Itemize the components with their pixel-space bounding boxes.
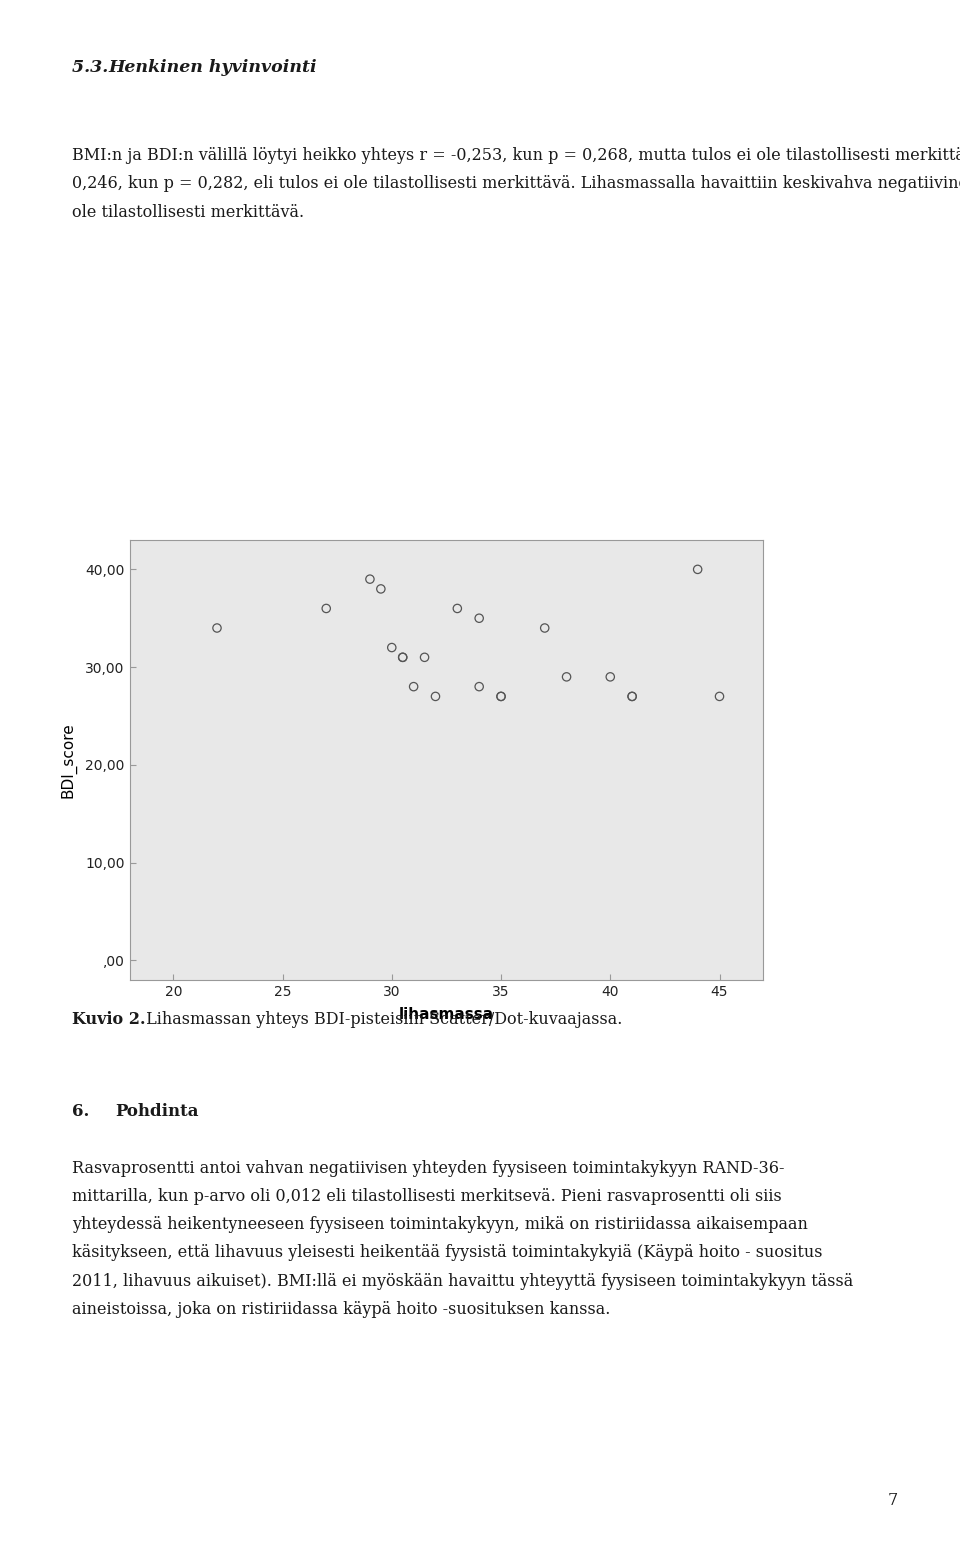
Text: Henkinen hyvinvointi: Henkinen hyvinvointi (108, 59, 317, 76)
Text: Kuvio 2.: Kuvio 2. (72, 1011, 146, 1028)
Point (395, 645, 410, 670)
Point (373, 577, 389, 602)
Point (690, 557, 706, 582)
Text: 6.: 6. (72, 1103, 89, 1120)
Point (471, 606, 487, 631)
Text: BMI:n ja BDI:n välillä löytyi heikko yhteys r = -0,253, kun p = 0,268, mutta tul: BMI:n ja BDI:n välillä löytyi heikko yht… (72, 147, 960, 221)
Point (493, 684, 509, 708)
Point (395, 645, 410, 670)
Text: Rasvaprosentti antoi vahvan negatiivisen yhteyden fyysiseen toimintakykyyn RAND-: Rasvaprosentti antoi vahvan negatiivisen… (72, 1160, 853, 1318)
Text: Pohdinta: Pohdinta (115, 1103, 199, 1120)
Point (428, 684, 444, 708)
Point (559, 665, 574, 690)
Point (362, 566, 377, 591)
X-axis label: lihasmassa: lihasmassa (398, 1008, 494, 1021)
Point (537, 616, 552, 640)
Point (209, 616, 225, 640)
Point (319, 596, 334, 620)
Point (711, 684, 727, 708)
Point (406, 674, 421, 699)
Point (471, 674, 487, 699)
Point (624, 684, 639, 708)
Y-axis label: BDI_score: BDI_score (60, 722, 77, 798)
Point (384, 636, 399, 660)
Point (624, 684, 639, 708)
Point (417, 645, 432, 670)
Text: 7: 7 (888, 1492, 898, 1509)
Point (603, 665, 618, 690)
Point (449, 596, 465, 620)
Text: 5.3.: 5.3. (72, 59, 120, 76)
Point (493, 684, 509, 708)
Text: Lihasmassan yhteys BDI-pisteisiin Scatter/Dot-kuvaajassa.: Lihasmassan yhteys BDI-pisteisiin Scatte… (141, 1011, 622, 1028)
